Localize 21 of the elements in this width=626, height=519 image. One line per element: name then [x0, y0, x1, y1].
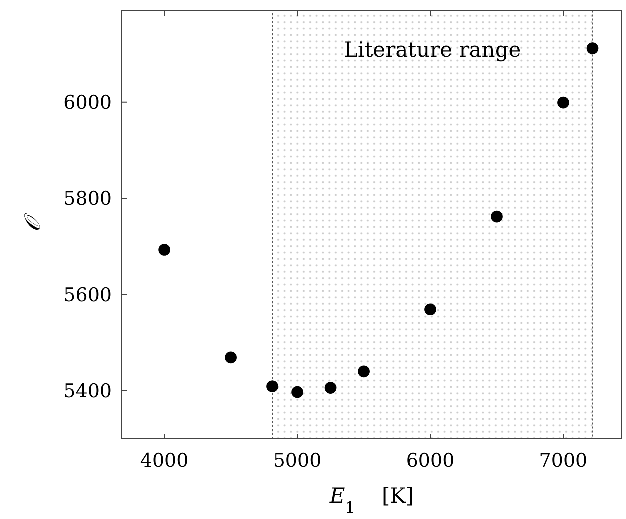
- x-tick-label: 5000: [273, 450, 322, 472]
- y-tick-label: 5400: [64, 380, 112, 403]
- point: [424, 304, 436, 316]
- point: [358, 366, 370, 378]
- point: [225, 352, 237, 364]
- y-tick-label: 5600: [64, 284, 112, 306]
- point: [586, 42, 599, 54]
- point: [292, 386, 304, 398]
- point: [266, 380, 278, 392]
- y-tick-label: 5800: [64, 188, 112, 210]
- x-tick-label: 7000: [539, 450, 588, 472]
- y-tick-label: 6000: [64, 92, 112, 114]
- text: E$_{1}$ [K]: [330, 484, 414, 516]
- point: [324, 382, 337, 394]
- x-tick-label: 6000: [406, 450, 455, 472]
- point: [558, 96, 570, 109]
- y-axis-title: 𝒪: [21, 213, 46, 232]
- x-tick-label: 4000: [140, 450, 189, 472]
- band-label: Literature range: [344, 38, 522, 62]
- point: [158, 244, 170, 256]
- point: [491, 210, 503, 223]
